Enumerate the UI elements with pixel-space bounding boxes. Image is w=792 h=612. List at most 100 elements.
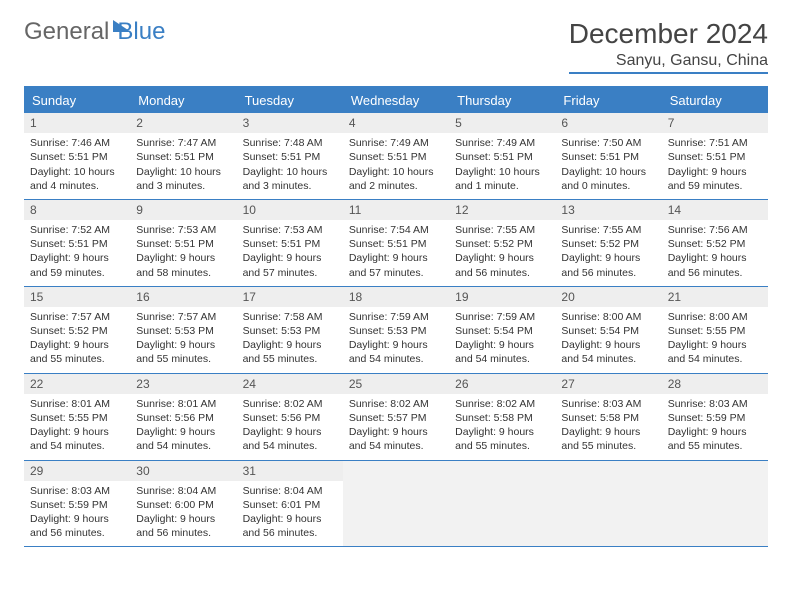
sunrise-text: Sunrise: 7:52 AM [30, 223, 124, 237]
day-number: 24 [237, 374, 343, 394]
day-cell-2: 2Sunrise: 7:47 AMSunset: 5:51 PMDaylight… [130, 113, 236, 199]
sunset-text: Sunset: 5:54 PM [455, 324, 549, 338]
sunset-text: Sunset: 5:57 PM [349, 411, 443, 425]
day-cell-28: 28Sunrise: 8:03 AMSunset: 5:59 PMDayligh… [662, 374, 768, 460]
day2-text: and 54 minutes. [455, 352, 549, 366]
day1-text: Daylight: 9 hours [455, 338, 549, 352]
empty-cell [555, 461, 661, 547]
sunset-text: Sunset: 5:58 PM [561, 411, 655, 425]
day-cell-13: 13Sunrise: 7:55 AMSunset: 5:52 PMDayligh… [555, 200, 661, 286]
sunrise-text: Sunrise: 8:03 AM [561, 397, 655, 411]
day2-text: and 54 minutes. [243, 439, 337, 453]
day2-text: and 54 minutes. [668, 352, 762, 366]
sunset-text: Sunset: 5:51 PM [349, 237, 443, 251]
day-number: 3 [237, 113, 343, 133]
sunset-text: Sunset: 5:59 PM [30, 498, 124, 512]
week-row: 22Sunrise: 8:01 AMSunset: 5:55 PMDayligh… [24, 374, 768, 461]
sunset-text: Sunset: 5:56 PM [136, 411, 230, 425]
sunrise-text: Sunrise: 7:50 AM [561, 136, 655, 150]
day-cell-15: 15Sunrise: 7:57 AMSunset: 5:52 PMDayligh… [24, 287, 130, 373]
day1-text: Daylight: 9 hours [561, 251, 655, 265]
day-number: 10 [237, 200, 343, 220]
day2-text: and 3 minutes. [243, 179, 337, 193]
day-number: 21 [662, 287, 768, 307]
day-cell-27: 27Sunrise: 8:03 AMSunset: 5:58 PMDayligh… [555, 374, 661, 460]
sunset-text: Sunset: 5:58 PM [455, 411, 549, 425]
day1-text: Daylight: 9 hours [243, 251, 337, 265]
day1-text: Daylight: 9 hours [455, 251, 549, 265]
sunset-text: Sunset: 5:52 PM [561, 237, 655, 251]
day-number: 31 [237, 461, 343, 481]
day1-text: Daylight: 10 hours [455, 165, 549, 179]
day1-text: Daylight: 9 hours [668, 165, 762, 179]
day-number: 1 [24, 113, 130, 133]
day-cell-14: 14Sunrise: 7:56 AMSunset: 5:52 PMDayligh… [662, 200, 768, 286]
sunset-text: Sunset: 5:51 PM [349, 150, 443, 164]
day2-text: and 56 minutes. [30, 526, 124, 540]
sunrise-text: Sunrise: 8:03 AM [668, 397, 762, 411]
day2-text: and 56 minutes. [136, 526, 230, 540]
sunrise-text: Sunrise: 7:55 AM [455, 223, 549, 237]
day-cell-12: 12Sunrise: 7:55 AMSunset: 5:52 PMDayligh… [449, 200, 555, 286]
sunrise-text: Sunrise: 7:58 AM [243, 310, 337, 324]
day1-text: Daylight: 9 hours [349, 425, 443, 439]
sunrise-text: Sunrise: 7:56 AM [668, 223, 762, 237]
day-cell-7: 7Sunrise: 7:51 AMSunset: 5:51 PMDaylight… [662, 113, 768, 199]
day-number: 2 [130, 113, 236, 133]
day2-text: and 55 minutes. [136, 352, 230, 366]
sunset-text: Sunset: 5:51 PM [136, 150, 230, 164]
day1-text: Daylight: 9 hours [30, 251, 124, 265]
day1-text: Daylight: 10 hours [561, 165, 655, 179]
day-cell-17: 17Sunrise: 7:58 AMSunset: 5:53 PMDayligh… [237, 287, 343, 373]
day-number: 5 [449, 113, 555, 133]
day2-text: and 3 minutes. [136, 179, 230, 193]
day-cell-24: 24Sunrise: 8:02 AMSunset: 5:56 PMDayligh… [237, 374, 343, 460]
sunset-text: Sunset: 5:55 PM [30, 411, 124, 425]
location-label: Sanyu, Gansu, China [569, 52, 768, 74]
day-header-row: SundayMondayTuesdayWednesdayThursdayFrid… [24, 88, 768, 113]
day-number: 27 [555, 374, 661, 394]
day-cell-21: 21Sunrise: 8:00 AMSunset: 5:55 PMDayligh… [662, 287, 768, 373]
day-header-friday: Friday [555, 88, 661, 113]
logo: General Blue [24, 18, 165, 46]
day-cell-8: 8Sunrise: 7:52 AMSunset: 5:51 PMDaylight… [24, 200, 130, 286]
sunrise-text: Sunrise: 7:49 AM [455, 136, 549, 150]
day-number: 19 [449, 287, 555, 307]
sunrise-text: Sunrise: 8:04 AM [136, 484, 230, 498]
sunrise-text: Sunrise: 7:54 AM [349, 223, 443, 237]
sunset-text: Sunset: 5:51 PM [30, 237, 124, 251]
day-cell-30: 30Sunrise: 8:04 AMSunset: 6:00 PMDayligh… [130, 461, 236, 547]
day1-text: Daylight: 9 hours [349, 338, 443, 352]
day2-text: and 4 minutes. [30, 179, 124, 193]
sunrise-text: Sunrise: 8:03 AM [30, 484, 124, 498]
day-number: 28 [662, 374, 768, 394]
day2-text: and 59 minutes. [668, 179, 762, 193]
day1-text: Daylight: 9 hours [668, 251, 762, 265]
day-number: 9 [130, 200, 236, 220]
empty-cell [343, 461, 449, 547]
day-cell-3: 3Sunrise: 7:48 AMSunset: 5:51 PMDaylight… [237, 113, 343, 199]
sunset-text: Sunset: 5:53 PM [349, 324, 443, 338]
sunrise-text: Sunrise: 7:57 AM [136, 310, 230, 324]
sunrise-text: Sunrise: 7:59 AM [455, 310, 549, 324]
month-title: December 2024 [569, 18, 768, 50]
day2-text: and 1 minute. [455, 179, 549, 193]
day2-text: and 56 minutes. [243, 526, 337, 540]
sunrise-text: Sunrise: 7:53 AM [243, 223, 337, 237]
header: General Blue December 2024 Sanyu, Gansu,… [24, 18, 768, 74]
day-number: 7 [662, 113, 768, 133]
day-number: 25 [343, 374, 449, 394]
day2-text: and 55 minutes. [561, 439, 655, 453]
sunrise-text: Sunrise: 8:00 AM [561, 310, 655, 324]
day-number: 30 [130, 461, 236, 481]
day1-text: Daylight: 9 hours [243, 512, 337, 526]
day-number: 6 [555, 113, 661, 133]
day-cell-19: 19 Sunrise: 7:59 AMSunset: 5:54 PMDayligh… [449, 287, 555, 373]
sunset-text: Sunset: 5:51 PM [243, 237, 337, 251]
day-number: 15 [24, 287, 130, 307]
day2-text: and 56 minutes. [668, 266, 762, 280]
day2-text: and 54 minutes. [349, 439, 443, 453]
day-cell-11: 11Sunrise: 7:54 AMSunset: 5:51 PMDayligh… [343, 200, 449, 286]
day1-text: Daylight: 9 hours [136, 512, 230, 526]
sunrise-text: Sunrise: 7:51 AM [668, 136, 762, 150]
